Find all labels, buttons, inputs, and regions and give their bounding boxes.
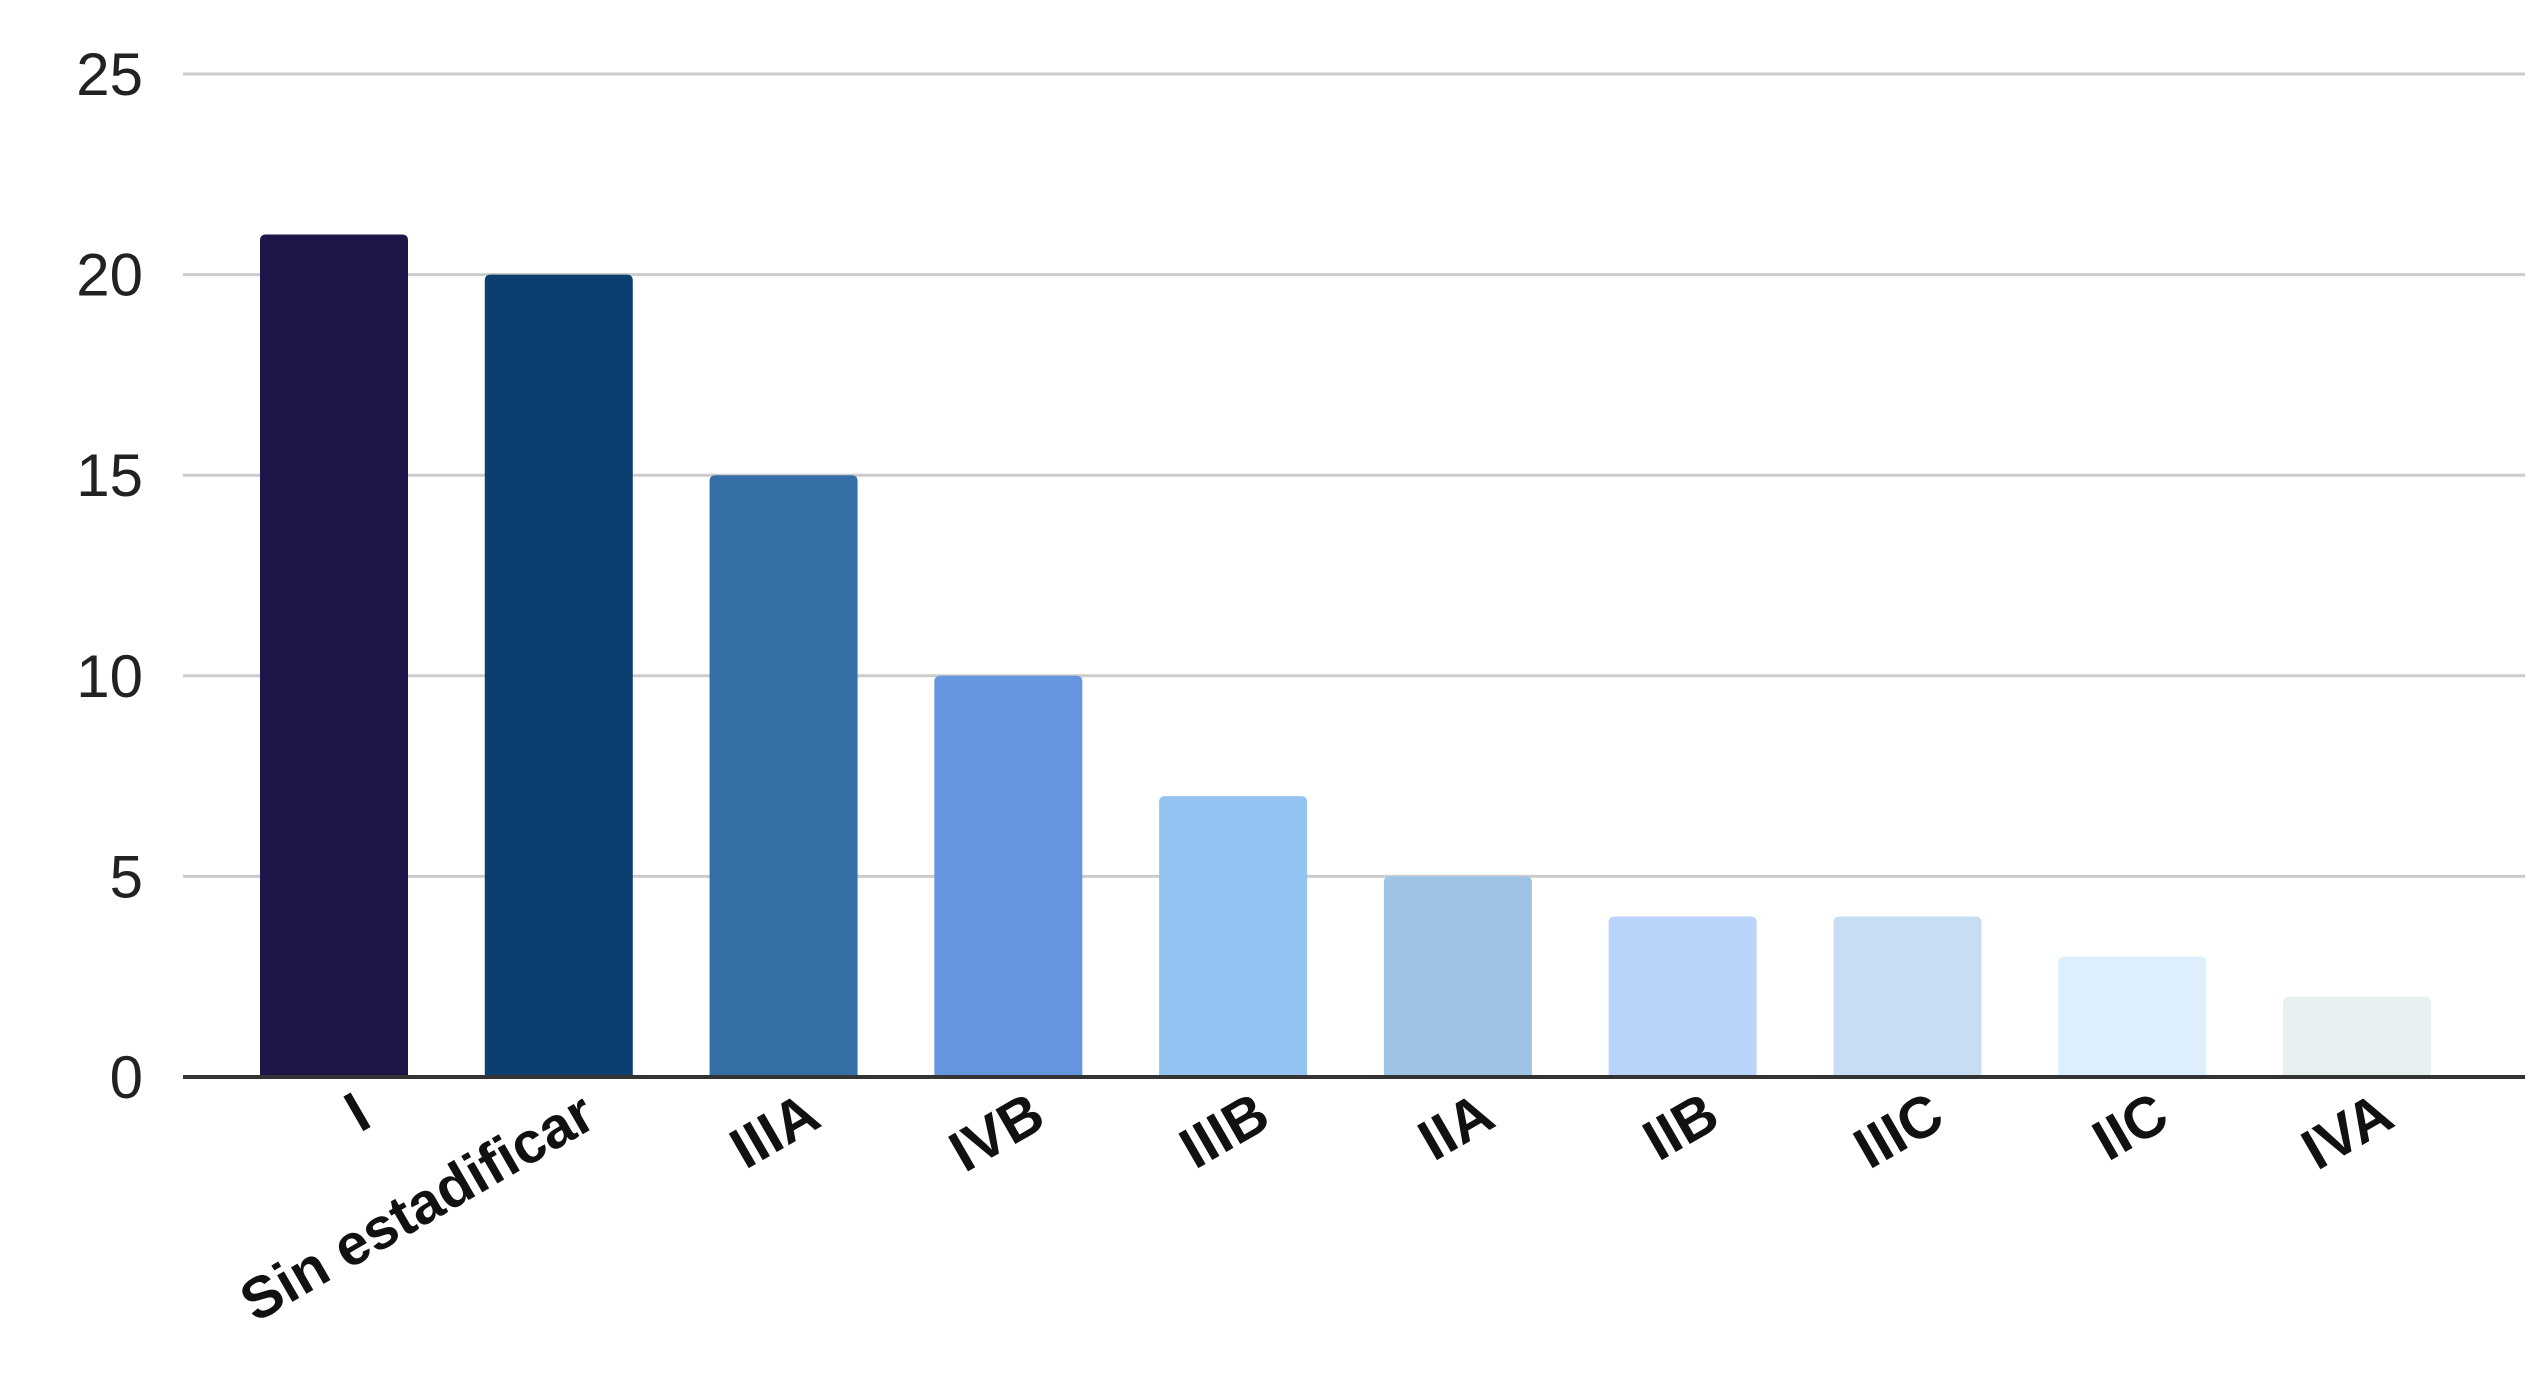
bar-iiia: [709, 475, 858, 1077]
bar-i: [260, 234, 408, 1078]
bar-iiic: [1833, 916, 1982, 1077]
x-tick-label-i: I: [334, 1080, 380, 1144]
bar-iia: [1383, 876, 1532, 1077]
y-tick-label-10: 10: [76, 643, 143, 710]
x-tick-label-iiia: IIIA: [719, 1080, 830, 1181]
bar-ivb: [934, 675, 1083, 1077]
x-tick-label-iia: IIA: [1408, 1080, 1505, 1173]
x-tick-label-ivb: IVB: [939, 1080, 1055, 1185]
y-tick-label-0: 0: [110, 1044, 143, 1111]
y-tick-label-20: 20: [76, 242, 143, 309]
x-tick-label-iva: IVA: [2291, 1080, 2404, 1182]
x-tick-label-iic: IIC: [2082, 1080, 2179, 1173]
bar-sin-estadificar: [484, 274, 633, 1078]
bars: [260, 234, 2431, 1078]
y-axis-ticks: 0 5 10 15 20 25: [76, 41, 143, 1111]
x-tick-label-iiib: IIIB: [1169, 1080, 1280, 1181]
bar-iib: [1608, 916, 1757, 1077]
bar-iic: [2058, 956, 2207, 1077]
bar-iva: [2283, 996, 2431, 1077]
x-tick-label-sin-estadificar: Sin estadificar: [229, 1080, 605, 1335]
x-tick-label-iib: IIB: [1632, 1080, 1729, 1173]
y-tick-label-25: 25: [76, 41, 143, 108]
y-tick-label-15: 15: [76, 442, 143, 509]
x-tick-label-iiic: IIIC: [1843, 1080, 1954, 1181]
y-tick-label-5: 5: [110, 843, 143, 910]
bar-iiib: [1159, 796, 1308, 1077]
